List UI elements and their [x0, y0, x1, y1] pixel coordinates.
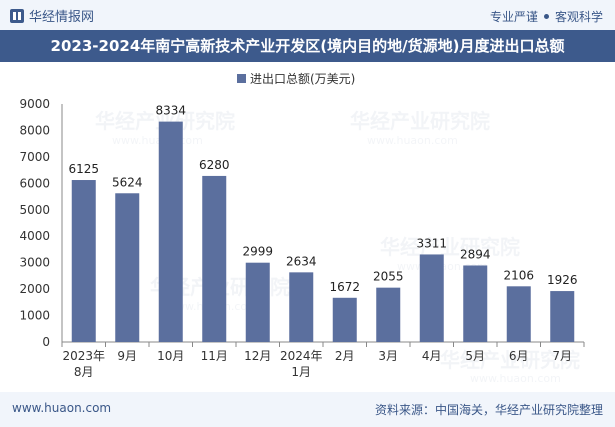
value-label: 5624: [112, 175, 143, 189]
value-label: 2106: [503, 268, 534, 282]
value-label: 8334: [155, 104, 186, 118]
tagline: 专业严谨 客观科学: [490, 8, 603, 25]
x-tick-label: 2023年 8月: [62, 349, 105, 379]
value-label: 3311: [416, 236, 447, 250]
y-tick-label: 5000: [19, 203, 50, 217]
bar: [550, 291, 575, 342]
legend-label: 进出口总额(万美元): [250, 72, 355, 86]
bar: [332, 297, 357, 342]
value-label: 6125: [68, 162, 99, 176]
watermark-url-1: www.huaon.com: [112, 134, 203, 147]
value-label: 6280: [199, 158, 230, 172]
y-axis: 0 1000 2000 3000 4000 5000 6000 7000 8000 9000: [19, 97, 63, 349]
source-note: 资料来源：中国海关，华经产业研究院整理: [374, 403, 603, 417]
bar: [158, 121, 183, 342]
watermark-text-2: 华经产业研究院: [350, 109, 490, 133]
x-axis: 2023年 8月 9月 10月 11月 12月 2024年 1月 2月 3月 4月 5月 6月 7月: [61, 341, 585, 379]
chart-title: 2023-2024年南宁高新技术产业开发区(境内目的地/货源地)月度进出口总额: [0, 30, 615, 62]
y-tick-label: 1000: [19, 309, 50, 323]
legend-swatch: [237, 74, 246, 83]
value-label: 2634: [286, 254, 317, 268]
x-tick-label: 10月: [157, 349, 184, 363]
x-tick-label: 9月: [117, 349, 137, 363]
brand-logo-icon: [10, 8, 24, 23]
footer-url[interactable]: www.huaon.com: [12, 401, 112, 415]
bar: [115, 193, 140, 342]
bar: [506, 286, 531, 342]
top-bar: 华经情报网 专业严谨 客观科学: [0, 0, 615, 30]
bar: [376, 287, 401, 342]
y-tick-label: 0: [42, 335, 50, 349]
value-labels: 6125 5624 8334 6280 2999 2634 1672 2055 3311 2894…: [68, 104, 577, 294]
tagline-text-1: 专业严谨: [489, 10, 538, 24]
x-tick-label: 2024年 1月: [280, 349, 323, 379]
bar: [245, 262, 270, 342]
x-tick-label: 12月: [244, 349, 271, 363]
x-tick-label: 2月: [335, 349, 355, 363]
bullet-icon: [543, 14, 549, 19]
watermark-text-5: 华经产业研究院: [440, 348, 580, 372]
y-tick-label: 4000: [19, 229, 50, 243]
bar-chart: 华经产业研究院 www.huaon.com 华经产业研究院 www.huaon.…: [19, 72, 585, 385]
watermark-url-2: www.huaon.com: [367, 134, 458, 147]
bar: [289, 272, 314, 342]
tagline-text-2: 客观科学: [554, 10, 603, 24]
bars: [71, 121, 575, 342]
value-label: 2055: [373, 270, 404, 284]
x-tick-label: 6月: [509, 349, 529, 363]
watermark-text-4: 华经产业研究院: [380, 235, 520, 259]
value-label: 2894: [460, 247, 491, 261]
y-tick-label: 7000: [19, 150, 50, 164]
x-tick-label: 5月: [465, 349, 485, 363]
bar: [202, 175, 227, 342]
x-tick-label: 11月: [201, 349, 228, 363]
x-tick-label: 7月: [552, 349, 572, 363]
value-label: 2999: [242, 245, 273, 259]
y-tick-label: 3000: [19, 256, 50, 270]
legend: 进出口总额(万美元): [237, 72, 355, 86]
y-tick-label: 6000: [19, 176, 50, 190]
footer: www.huaon.com 资料来源：中国海关，华经产业研究院整理: [0, 392, 615, 427]
brand-name: 华经情报网: [29, 10, 95, 25]
value-label: 1672: [329, 280, 360, 294]
x-tick-label: 4月: [422, 349, 442, 363]
bar: [463, 265, 488, 342]
value-label: 1926: [547, 273, 578, 287]
bar: [71, 180, 96, 342]
brand[interactable]: 华经情报网: [10, 6, 94, 25]
watermark-url-5: www.huaon.com: [470, 372, 561, 385]
y-tick-label: 9000: [19, 97, 50, 111]
y-tick-label: 8000: [19, 123, 50, 137]
y-tick-label: 2000: [19, 282, 50, 296]
bar: [419, 254, 444, 342]
x-tick-label: 3月: [378, 349, 398, 363]
